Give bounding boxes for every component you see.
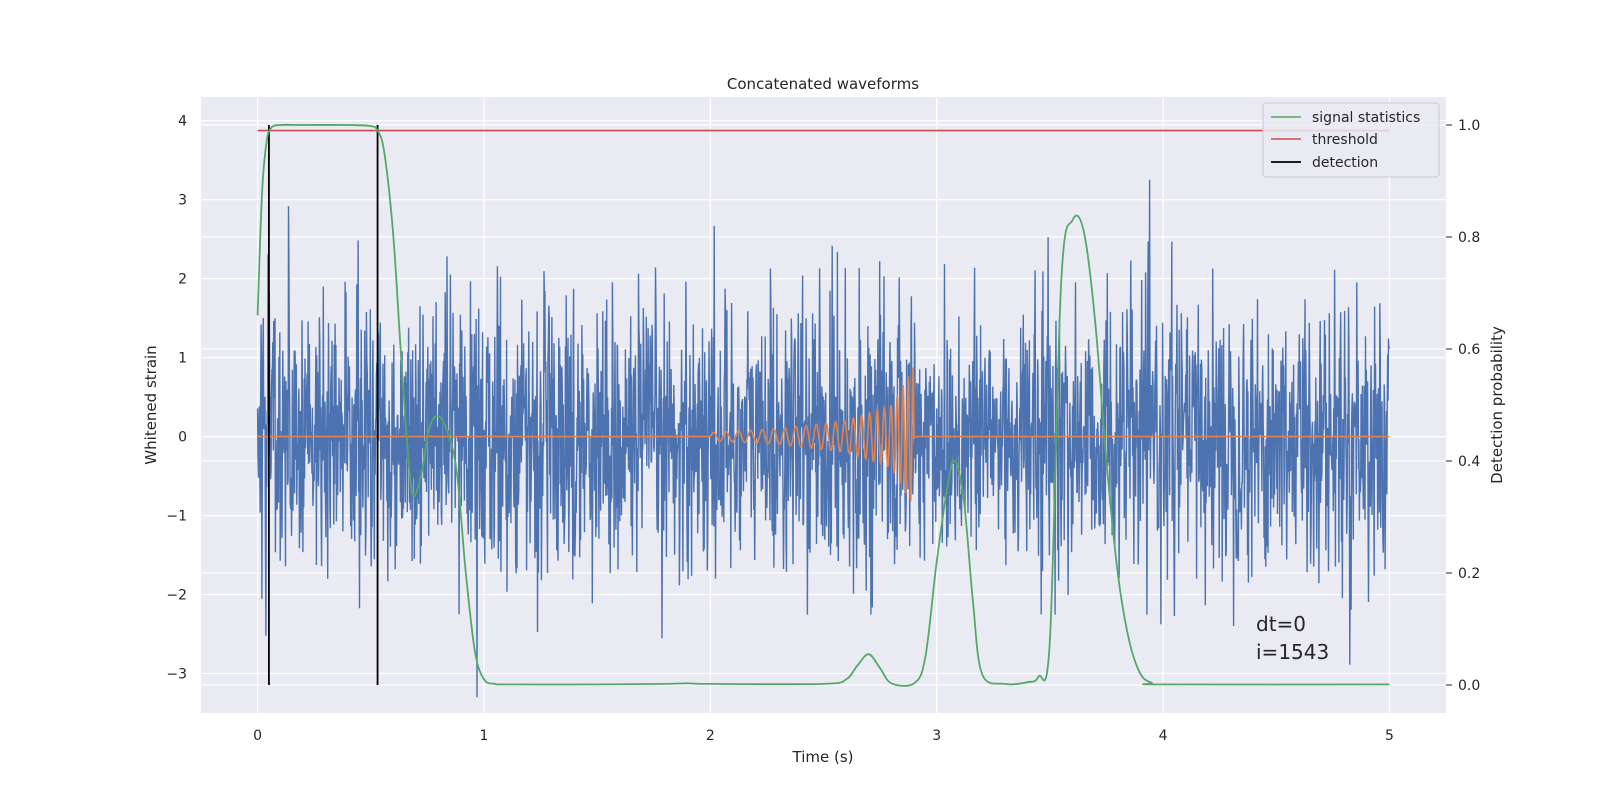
x-tick-label: 5 [1385, 728, 1394, 744]
y-tick-label: −3 [166, 667, 187, 683]
series-injected-waveform [257, 367, 1390, 502]
x-tick-label: 2 [706, 728, 715, 744]
series-signal-statistics [256, 123, 1390, 687]
plot-area [256, 123, 1391, 698]
y2-axis-label: Detection probability [1488, 326, 1506, 484]
y-tick-label: 1 [178, 351, 187, 367]
series-whitened-strain [256, 179, 1391, 698]
y-tick-label: 0 [178, 430, 187, 446]
y2-tick-label: 0.8 [1458, 230, 1480, 246]
x-axis-label: Time (s) [792, 748, 854, 766]
y2-tick-label: 0.0 [1458, 678, 1480, 694]
y2-axis-ticks: 0.0 0.2 0.4 0.6 0.8 1.0 [1446, 118, 1480, 694]
x-axis-ticks: 0 1 2 3 4 5 [253, 728, 1394, 744]
x-tick-label: 1 [479, 728, 488, 744]
y-axis-label: Whitened strain [142, 345, 160, 464]
legend: signal statistics threshold detection [1262, 102, 1440, 178]
chart-title: Concatenated waveforms [727, 75, 919, 93]
legend-box [1262, 102, 1440, 178]
y2-tick-label: 0.2 [1458, 566, 1480, 582]
y-tick-label: 3 [178, 193, 187, 209]
annotation-dt: dt=0 [1256, 612, 1306, 636]
y-axis-ticks: −3 −2 −1 0 1 2 3 4 [166, 114, 187, 683]
y-tick-label: 4 [178, 114, 187, 130]
x-tick-label: 3 [932, 728, 941, 744]
y-tick-label: −1 [166, 509, 187, 525]
y2-tick-label: 0.6 [1458, 342, 1480, 358]
y2-tick-label: 0.4 [1458, 454, 1480, 470]
legend-label-threshold: threshold [1312, 132, 1378, 148]
y-tick-label: 2 [178, 272, 187, 288]
y2-tick-label: 1.0 [1458, 118, 1480, 134]
x-tick-label: 4 [1159, 728, 1168, 744]
x-tick-label: 0 [253, 728, 262, 744]
y-tick-label: −2 [166, 588, 187, 604]
legend-label-detection: detection [1312, 155, 1378, 171]
legend-label-signal-statistics: signal statistics [1312, 110, 1420, 126]
annotation-index: i=1543 [1256, 640, 1329, 664]
